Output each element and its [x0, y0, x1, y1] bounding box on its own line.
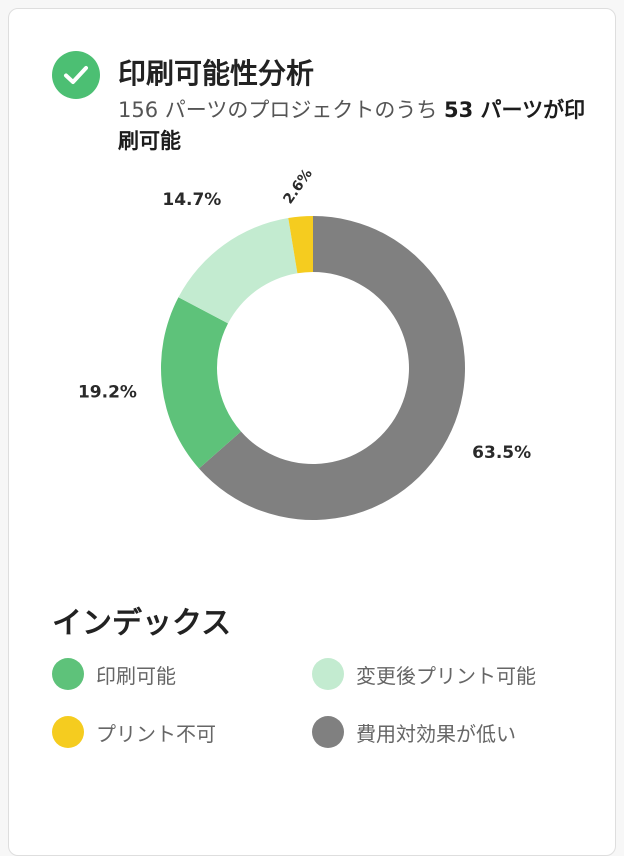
legend-item-printable: 印刷可能: [52, 658, 176, 690]
legend-label-printable-after-change: 変更後プリント可能: [356, 663, 536, 688]
subtitle-text: 156 パーツのプロジェクトのうち: [118, 98, 445, 122]
legend-swatch-printable-after-change: [312, 658, 344, 690]
legend-label-low-cost-effectiveness: 費用対効果が低い: [356, 721, 516, 746]
donut-label-1: 19.2%: [78, 383, 137, 403]
legend-title: インデックス: [52, 606, 232, 641]
donut-slice-0: [198, 216, 465, 520]
legend-swatch-printable: [52, 658, 84, 690]
legend-item-not-printable: プリント不可: [52, 716, 216, 748]
subtitle-highlight: 53 パーツが印刷可能: [118, 98, 586, 153]
donut-label-3: 2.6%: [280, 166, 315, 207]
page-title: 印刷可能性分析: [118, 57, 315, 90]
legend-swatch-low-cost-effectiveness: [312, 716, 344, 748]
donut-label-2: 14.7%: [162, 190, 221, 210]
analysis-card: [8, 8, 616, 856]
legend-label-not-printable: プリント不可: [96, 721, 216, 746]
donut-chart: 63.5% 19.2% 14.7% 2.6%: [78, 166, 531, 520]
legend-label-printable: 印刷可能: [96, 663, 176, 688]
donut-slice-3: [288, 216, 313, 274]
donut-slice-1: [161, 297, 241, 469]
legend-swatch-not-printable: [52, 716, 84, 748]
check-circle-icon: [52, 51, 100, 99]
legend-item-printable-after-change: 変更後プリント可能: [312, 658, 536, 690]
subtitle: 156 パーツのプロジェクトのうち 53 パーツが印刷可能: [118, 95, 588, 157]
donut-label-0: 63.5%: [472, 443, 531, 463]
legend-item-low-cost-effectiveness: 費用対効果が低い: [312, 716, 516, 748]
donut-slice-2: [178, 218, 298, 324]
